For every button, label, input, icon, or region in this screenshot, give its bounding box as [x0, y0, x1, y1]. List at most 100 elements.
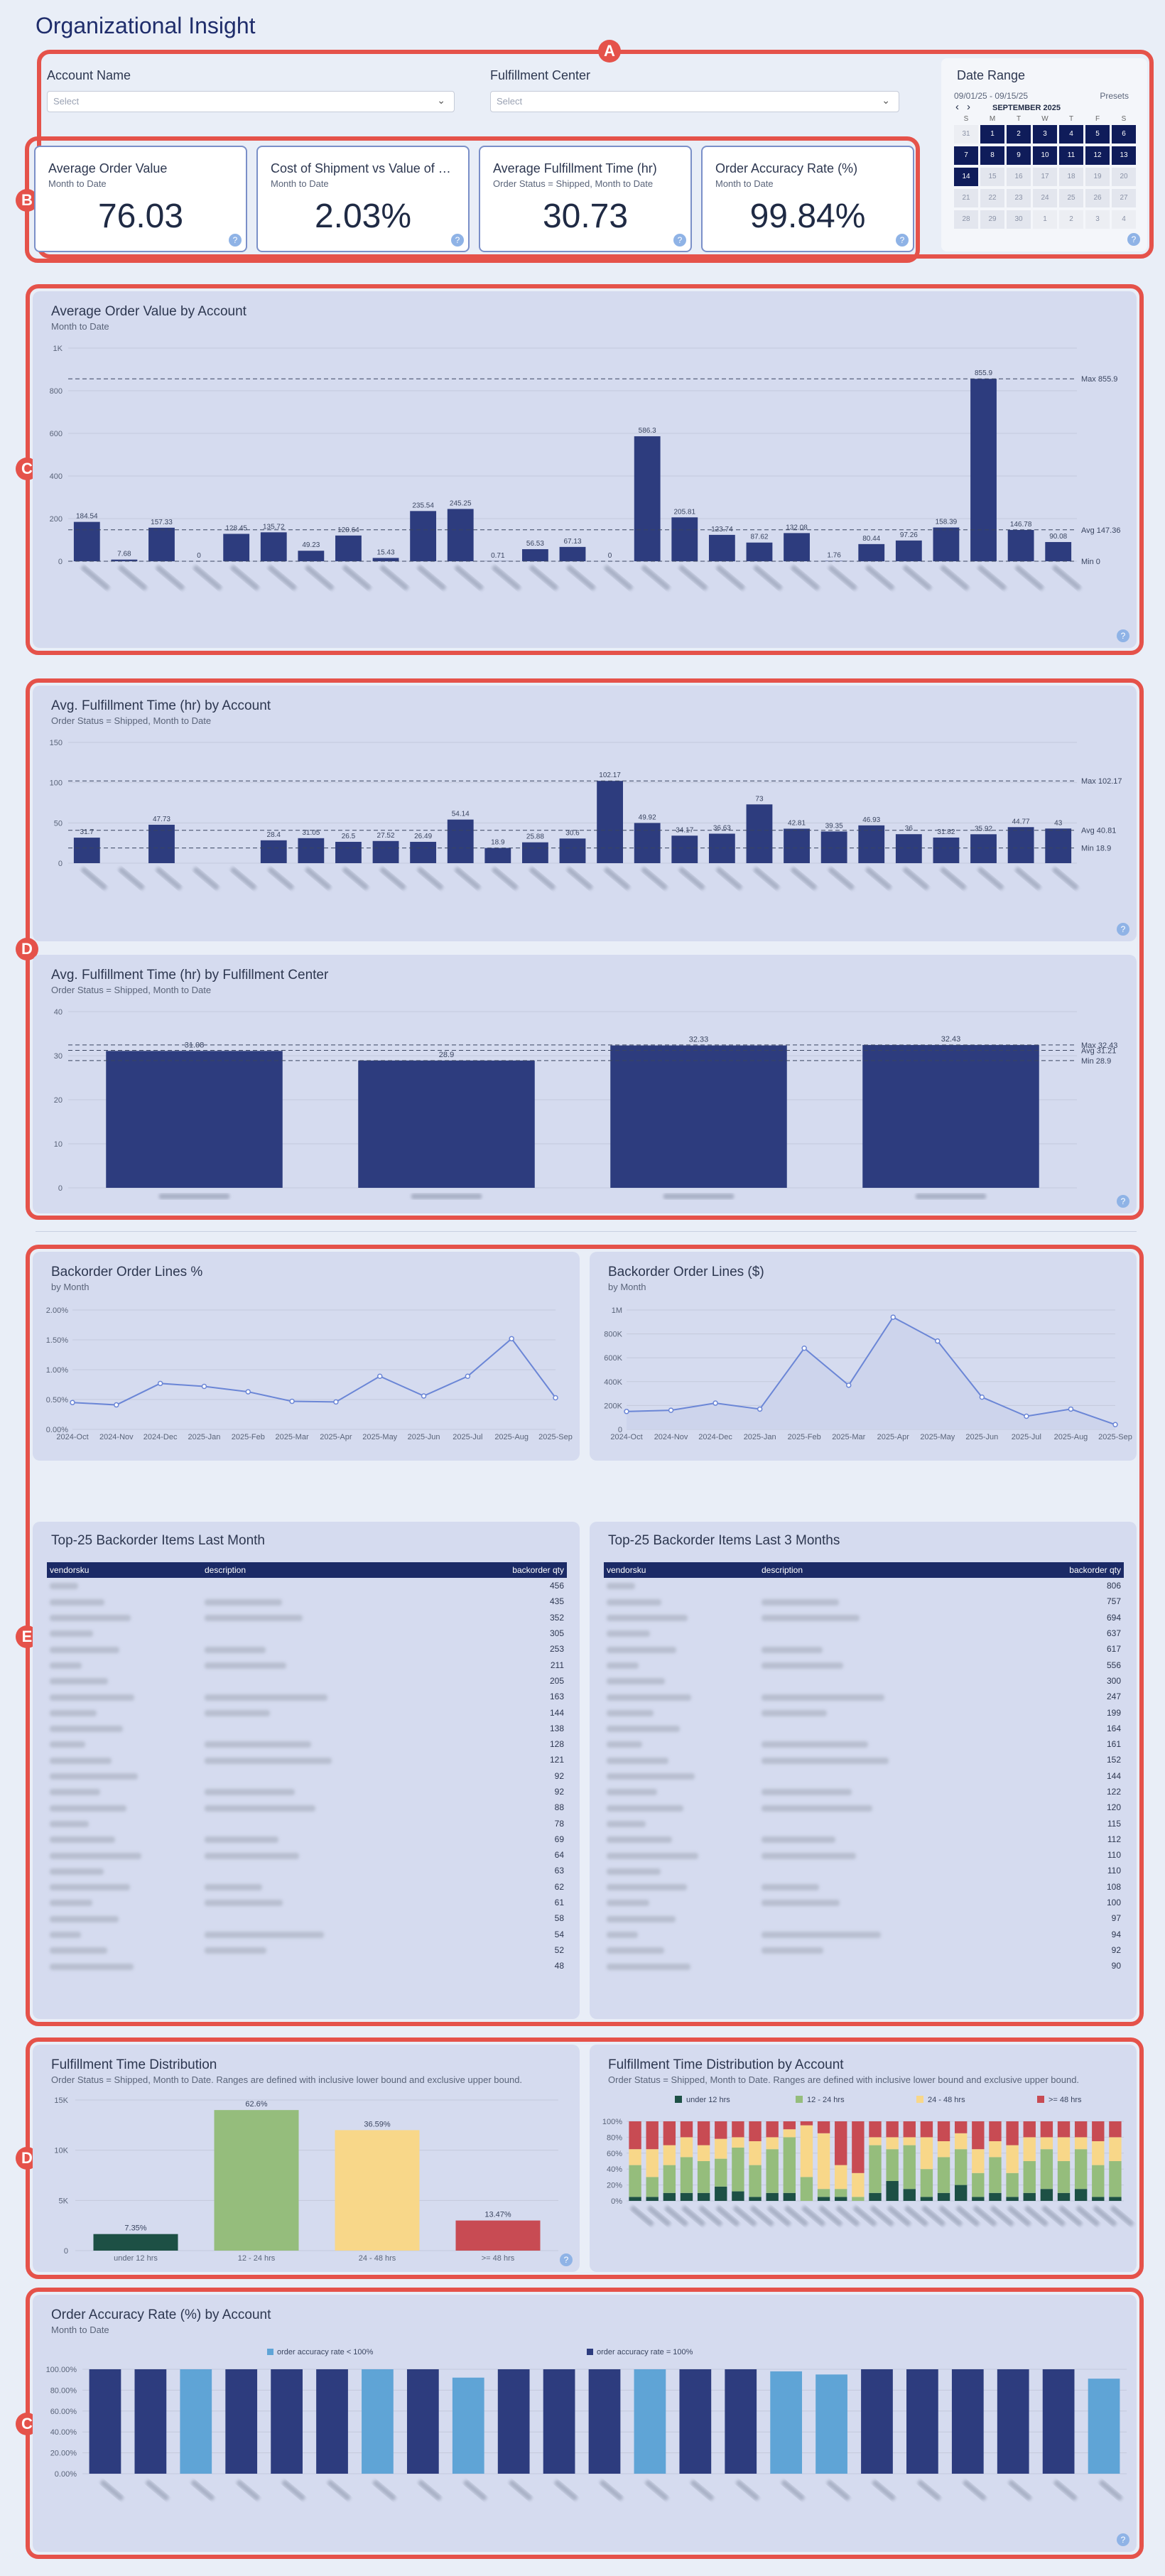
table-row[interactable]: 163 [47, 1689, 567, 1704]
table-row[interactable]: 112 [604, 1831, 1124, 1847]
info-icon[interactable]: ? [673, 234, 686, 247]
table-row[interactable]: 90 [604, 1958, 1124, 1974]
presets-link[interactable]: Presets [1100, 91, 1129, 101]
info-icon[interactable]: ? [1117, 2533, 1129, 2546]
col-header-backorder-qty[interactable]: backorder qty [490, 1562, 567, 1578]
info-icon[interactable]: ? [560, 2253, 573, 2266]
table-row[interactable]: 161 [604, 1736, 1124, 1752]
calendar-day[interactable]: 28 [954, 210, 978, 229]
calendar-day[interactable]: 20 [1112, 168, 1136, 186]
calendar-day[interactable]: 13 [1112, 146, 1136, 165]
table-row[interactable]: 94 [604, 1927, 1124, 1942]
col-header-description[interactable]: description [202, 1562, 490, 1578]
next-month-icon[interactable]: › [967, 101, 970, 113]
table-row[interactable]: 115 [604, 1815, 1124, 1831]
calendar-day[interactable]: 1 [1033, 210, 1057, 229]
info-icon[interactable]: ? [1117, 923, 1129, 936]
calendar-day[interactable]: 26 [1085, 189, 1110, 207]
table-row[interactable]: 435 [47, 1593, 567, 1609]
table-row[interactable]: 61 [47, 1895, 567, 1910]
kpi-card-average-fulfillment-time[interactable]: Average Fulfillment Time (hr) Order Stat… [479, 146, 692, 252]
calendar-day[interactable]: 18 [1059, 168, 1083, 186]
table-row[interactable]: 120 [604, 1800, 1124, 1815]
table-row[interactable]: 52 [47, 1942, 567, 1958]
table-row[interactable]: 617 [604, 1641, 1124, 1657]
calendar-day[interactable]: 19 [1085, 168, 1110, 186]
kpi-card-cost-of-shipment[interactable]: Cost of Shipment vs Value of Or... Month… [256, 146, 470, 252]
table-row[interactable]: 128 [47, 1736, 567, 1752]
table-row[interactable]: 211 [47, 1657, 567, 1672]
info-icon[interactable]: ? [1117, 629, 1129, 642]
calendar-day[interactable]: 3 [1033, 125, 1057, 144]
table-row[interactable]: 138 [47, 1721, 567, 1736]
table-row[interactable]: 92 [47, 1784, 567, 1800]
calendar-day[interactable]: 16 [1007, 168, 1031, 186]
kpi-card-average-order-value[interactable]: Average Order Value Month to Date 76.03 … [34, 146, 247, 252]
fulfillment-center-select[interactable]: Select ⌄ [490, 91, 899, 112]
calendar-day[interactable]: 7 [954, 146, 978, 165]
table-row[interactable]: 62 [47, 1879, 567, 1895]
table-row[interactable]: 352 [47, 1610, 567, 1625]
calendar-day[interactable]: 15 [980, 168, 1004, 186]
info-icon[interactable]: ? [451, 234, 464, 247]
calendar-day[interactable]: 4 [1059, 125, 1083, 144]
table-row[interactable]: 92 [604, 1942, 1124, 1958]
info-icon[interactable]: ? [896, 234, 909, 247]
col-header-description[interactable]: description [759, 1562, 1047, 1578]
table-row[interactable]: 152 [604, 1752, 1124, 1768]
calendar-day[interactable]: 5 [1085, 125, 1110, 144]
table-row[interactable]: 305 [47, 1625, 567, 1641]
calendar-day[interactable]: 10 [1033, 146, 1057, 165]
table-row[interactable]: 253 [47, 1641, 567, 1657]
calendar-day[interactable]: 17 [1033, 168, 1057, 186]
calendar-day[interactable]: 8 [980, 146, 1004, 165]
table-row[interactable]: 110 [604, 1863, 1124, 1878]
calendar-day[interactable]: 9 [1007, 146, 1031, 165]
calendar-day[interactable]: 30 [1007, 210, 1031, 229]
table-row[interactable]: 199 [604, 1704, 1124, 1720]
table-row[interactable]: 110 [604, 1847, 1124, 1863]
calendar-day[interactable]: 24 [1033, 189, 1057, 207]
calendar-day[interactable]: 11 [1059, 146, 1083, 165]
table-row[interactable]: 48 [47, 1958, 567, 1974]
col-header-vendorsku[interactable]: vendorsku [47, 1562, 202, 1578]
table-row[interactable]: 69 [47, 1831, 567, 1847]
calendar-day[interactable]: 2 [1059, 210, 1083, 229]
calendar-day[interactable]: 27 [1112, 189, 1136, 207]
kpi-card-order-accuracy-rate[interactable]: Order Accuracy Rate (%) Month to Date 99… [701, 146, 914, 252]
table-row[interactable]: 54 [47, 1927, 567, 1942]
table-row[interactable]: 144 [604, 1768, 1124, 1784]
table-row[interactable]: 806 [604, 1578, 1124, 1593]
calendar-day[interactable]: 31 [954, 125, 978, 144]
table-row[interactable]: 64 [47, 1847, 567, 1863]
prev-month-icon[interactable]: ‹ [955, 101, 959, 113]
calendar-day[interactable]: 23 [1007, 189, 1031, 207]
table-row[interactable]: 164 [604, 1721, 1124, 1736]
table-row[interactable]: 556 [604, 1657, 1124, 1672]
table-row[interactable]: 247 [604, 1689, 1124, 1704]
account-name-select[interactable]: Select ⌄ [47, 91, 455, 112]
table-row[interactable]: 121 [47, 1752, 567, 1768]
calendar-day[interactable]: 6 [1112, 125, 1136, 144]
calendar-day[interactable]: 29 [980, 210, 1004, 229]
table-row[interactable]: 100 [604, 1895, 1124, 1910]
calendar-day[interactable]: 21 [954, 189, 978, 207]
table-row[interactable]: 63 [47, 1863, 567, 1878]
calendar-day[interactable]: 2 [1007, 125, 1031, 144]
calendar-day[interactable]: 14 [954, 168, 978, 186]
table-row[interactable]: 205 [47, 1673, 567, 1689]
calendar-day[interactable]: 3 [1085, 210, 1110, 229]
table-row[interactable]: 144 [47, 1704, 567, 1720]
table-row[interactable]: 122 [604, 1784, 1124, 1800]
date-range-value[interactable]: 09/01/25 - 09/15/25 [954, 91, 1029, 101]
table-row[interactable]: 637 [604, 1625, 1124, 1641]
table-row[interactable]: 58 [47, 1910, 567, 1926]
table-row[interactable]: 757 [604, 1593, 1124, 1609]
table-row[interactable]: 694 [604, 1610, 1124, 1625]
col-header-vendorsku[interactable]: vendorsku [604, 1562, 759, 1578]
table-row[interactable]: 97 [604, 1910, 1124, 1926]
table-row[interactable]: 88 [47, 1800, 567, 1815]
col-header-backorder-qty[interactable]: backorder qty [1047, 1562, 1124, 1578]
table-row[interactable]: 92 [47, 1768, 567, 1784]
table-row[interactable]: 456 [47, 1578, 567, 1593]
